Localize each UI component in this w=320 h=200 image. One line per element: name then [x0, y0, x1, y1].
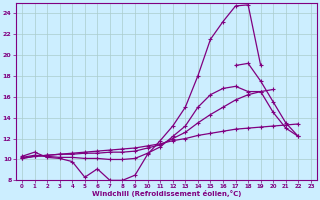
X-axis label: Windchill (Refroidissement éolien,°C): Windchill (Refroidissement éolien,°C) — [92, 190, 241, 197]
